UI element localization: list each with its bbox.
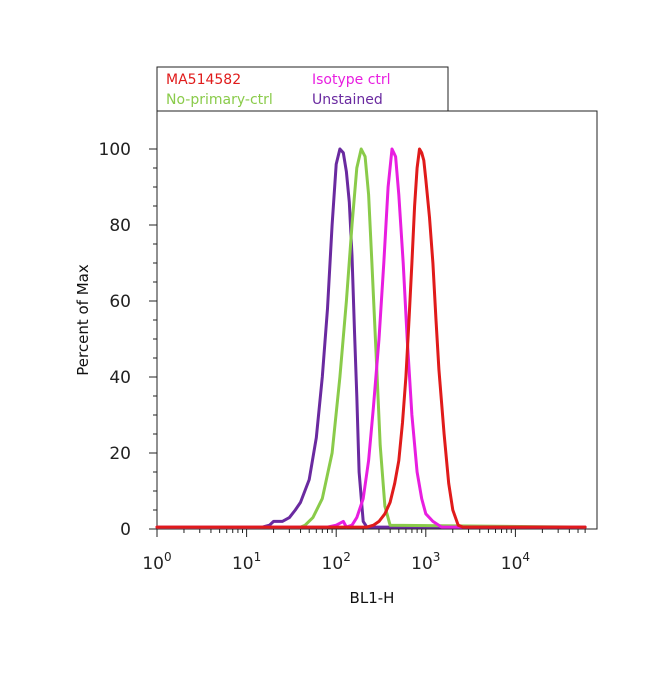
x-tick-label: 101 — [232, 550, 261, 574]
y-tick-label: 100 — [99, 140, 131, 160]
x-axis: 100 101 102 103 104 — [142, 529, 586, 574]
legend-label-unstained: Unstained — [312, 92, 383, 108]
y-tick-label: 40 — [109, 368, 131, 388]
x-tick-label: 102 — [322, 550, 351, 574]
x-tick-label: 104 — [501, 550, 530, 574]
y-tick-label: 20 — [109, 444, 131, 464]
series-layer — [155, 147, 587, 529]
x-tick-label: 100 — [142, 550, 171, 574]
legend-box — [156, 66, 449, 112]
y-tick-label: 60 — [109, 292, 131, 312]
y-axis: 0 20 40 60 80 100 — [99, 140, 157, 540]
legend-label-ma514582: MA514582 — [166, 72, 241, 88]
y-axis-title: Percent of Max — [74, 264, 92, 376]
series-line-ma514582 — [155, 147, 587, 529]
legend-label-isotype-ctrl: Isotype ctrl — [312, 72, 391, 88]
x-axis-title: BL1-H — [350, 589, 395, 607]
x-tick-label: 103 — [411, 550, 440, 574]
legend: MA514582 Isotype ctrl No-primary-ctrl Un… — [156, 66, 449, 112]
series-line-no-primary-ctrl — [155, 147, 587, 529]
y-tick-label: 0 — [120, 520, 131, 540]
legend-label-no-primary-ctrl: No-primary-ctrl — [166, 92, 273, 108]
y-tick-label: 80 — [109, 216, 131, 236]
plot-area — [156, 110, 598, 530]
series-line-unstained — [155, 147, 587, 529]
